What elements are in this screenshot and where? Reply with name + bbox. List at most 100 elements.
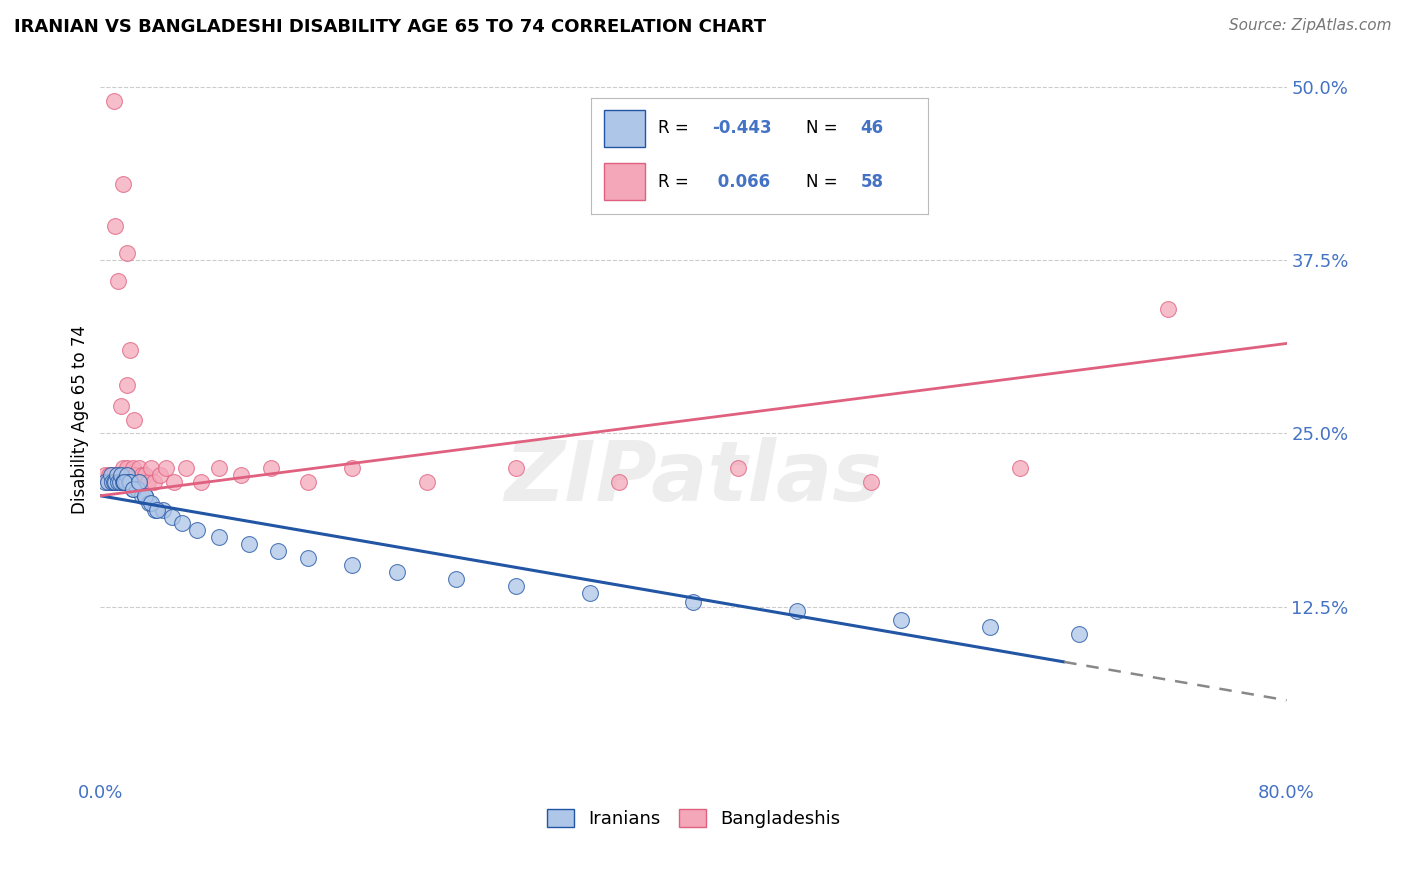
Point [134,489,156,503]
Point [131,468,153,483]
Point [1067,627,1090,641]
Point [143,502,166,516]
Point [110,468,132,483]
Point [107,475,129,489]
Point [101,468,124,483]
Point [117,475,139,489]
Point [118,468,141,483]
Point [97,475,120,489]
Point [136,475,159,489]
Point [115,378,138,392]
Point [786,604,808,618]
Point [149,468,172,483]
Text: N =: N = [807,120,844,137]
Point [267,544,290,558]
Text: R =: R = [658,173,695,191]
Point [134,489,156,503]
Point [127,475,149,489]
Point [124,412,146,426]
Point [110,399,132,413]
Point [122,475,145,489]
Point [108,475,131,489]
Point [170,516,193,531]
Text: R =: R = [658,120,695,137]
Point [231,468,253,483]
Point [97,475,120,489]
Point [105,468,128,483]
Point [160,509,183,524]
Point [139,496,162,510]
Point [114,468,136,483]
Point [208,461,231,475]
Text: -0.443: -0.443 [711,120,772,137]
Point [155,461,177,475]
Point [115,475,138,489]
Point [176,461,198,475]
Point [134,468,156,483]
Text: Source: ZipAtlas.com: Source: ZipAtlas.com [1229,18,1392,33]
Point [110,468,132,483]
Point [100,468,122,483]
Text: ZIPatlas: ZIPatlas [505,437,883,517]
Point [342,461,364,475]
Point [118,343,141,358]
Point [111,475,134,489]
Point [94,475,117,489]
Point [578,585,600,599]
Point [505,461,527,475]
Point [98,468,121,483]
Point [1157,301,1180,316]
Point [111,475,134,489]
Point [103,94,125,108]
Point [114,475,136,489]
Point [1008,461,1031,475]
Point [108,475,131,489]
Point [115,468,138,483]
Point [890,613,912,627]
Point [128,461,150,475]
Legend: Iranians, Bangladeshis: Iranians, Bangladeshis [540,802,848,836]
Point [129,475,152,489]
Point [112,475,135,489]
Text: N =: N = [807,173,844,191]
Point [385,565,408,579]
Point [979,620,1001,634]
Y-axis label: Disability Age 65 to 74: Disability Age 65 to 74 [72,326,89,514]
FancyBboxPatch shape [605,110,644,147]
Point [505,579,527,593]
Point [260,461,283,475]
Point [125,468,148,483]
Point [139,461,162,475]
Point [111,461,134,475]
Point [238,537,260,551]
Point [115,461,138,475]
Point [103,475,125,489]
Point [145,502,167,516]
Point [112,475,135,489]
Point [190,475,212,489]
Point [107,274,129,288]
Point [117,475,139,489]
Point [104,219,127,233]
Point [122,461,145,475]
Point [297,551,319,566]
Point [297,475,319,489]
Point [163,475,186,489]
Point [342,558,364,572]
Point [103,475,125,489]
Point [142,475,165,489]
Point [131,489,153,503]
Point [138,496,160,510]
Point [127,482,149,496]
Point [122,482,145,496]
Point [107,468,129,483]
Point [101,475,124,489]
Point [860,475,883,489]
Point [186,524,208,538]
Point [112,475,135,489]
Point [607,475,630,489]
Point [104,468,127,483]
Text: 58: 58 [860,173,883,191]
Point [208,530,231,544]
Point [444,572,467,586]
